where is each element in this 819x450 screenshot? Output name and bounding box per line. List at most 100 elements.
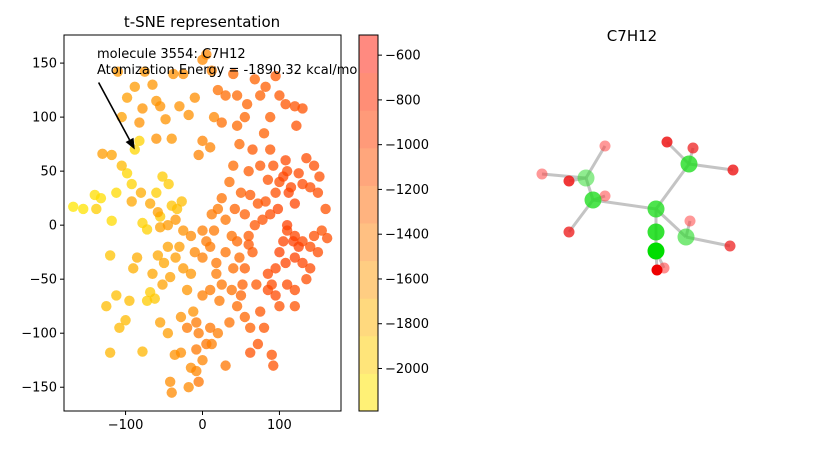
tsne-point (152, 206, 164, 218)
tsne-point (166, 133, 177, 144)
tsne-point (220, 90, 231, 101)
colorbar-band (359, 298, 378, 337)
tsne-point (293, 168, 304, 179)
x-tick-label: −100 (108, 418, 144, 433)
tsne-point (289, 252, 301, 263)
tsne-point (305, 263, 316, 274)
x-tick-label: 100 (267, 418, 292, 433)
tsne-point (241, 98, 253, 110)
colorbar-band (359, 35, 378, 74)
tsne-point (97, 148, 108, 160)
tsne-point (129, 81, 140, 93)
tsne-point (116, 160, 127, 171)
tsne-point (163, 178, 174, 190)
tsne-point (216, 192, 227, 204)
tsne-point (147, 268, 158, 279)
tsne-point (268, 160, 279, 171)
tsne-point (131, 252, 143, 263)
tsne-point (243, 165, 254, 177)
tsne-points (68, 49, 333, 398)
tsne-point (239, 263, 251, 274)
tsne-point (193, 149, 204, 161)
tsne-point (265, 209, 276, 220)
y-tick-label: −150 (21, 381, 57, 396)
colorbar-band (359, 373, 378, 412)
tsne-point (237, 279, 248, 290)
tsne-point (321, 232, 333, 244)
tsne-point (152, 250, 164, 261)
tsne-point (249, 219, 261, 231)
tsne-point (178, 68, 189, 80)
tsne-x-ticks: −100 0 100 (108, 411, 292, 433)
tsne-point (164, 271, 176, 283)
annotation-arrow (97, 82, 131, 141)
hydrogen-atom (599, 190, 611, 202)
tsne-point (262, 284, 274, 296)
tsne-point (229, 203, 241, 215)
tsne-point (270, 263, 281, 274)
tsne-point (289, 198, 301, 209)
tsne-point (193, 376, 204, 388)
tsne-point (166, 387, 177, 398)
annotation-line-1: molecule 3554: C7H12 (97, 47, 246, 62)
tsne-point (164, 376, 176, 388)
tsne-point (149, 293, 160, 304)
tsne-point (104, 250, 116, 261)
tsne-point (265, 144, 276, 155)
colorbar-tick-label: −1600 (385, 272, 429, 287)
colorbar-frame (358, 34, 379, 412)
tsne-point (189, 246, 201, 258)
tsne-point (228, 160, 239, 171)
tsne-point (181, 322, 193, 334)
tsne-point (262, 268, 274, 279)
hydrogen-atom (727, 164, 739, 176)
tsne-point (128, 263, 139, 274)
bond (654, 163, 691, 210)
hydrogen-atom (724, 240, 736, 252)
tsne-point (193, 328, 204, 339)
tsne-point (91, 203, 102, 215)
tsne-point (226, 230, 237, 242)
x-tick-label: 0 (198, 418, 206, 433)
tsne-point (255, 160, 266, 171)
tsne-point (151, 133, 162, 144)
colorbar-band (359, 260, 378, 299)
tsne-point (185, 268, 197, 279)
tsne-point (162, 328, 174, 339)
tsne-point (147, 79, 158, 90)
tsne-point (151, 187, 162, 198)
tsne-point (255, 306, 266, 317)
y-tick-label: 50 (40, 165, 57, 180)
tsne-point (191, 344, 202, 355)
tsne-point (178, 263, 189, 274)
tsne-point (197, 290, 208, 301)
tsne-point (270, 290, 281, 301)
y-tick-label: −50 (30, 273, 57, 288)
tsne-point (120, 315, 131, 326)
tsne-point (95, 192, 107, 204)
tsne-point (106, 149, 117, 161)
tsne-point (220, 214, 231, 225)
tsne-point (78, 203, 89, 215)
tsne-point (157, 171, 168, 182)
tsne-point (280, 257, 291, 269)
tsne-point (308, 160, 320, 171)
tsne-point (289, 284, 301, 296)
colorbar-band (359, 147, 378, 186)
tsne-point (175, 347, 187, 358)
tsne-point (314, 171, 325, 182)
tsne-point (245, 322, 256, 334)
tsne-point (231, 300, 243, 312)
colorbar-tick-label: −1200 (385, 183, 429, 198)
tsne-point (262, 174, 274, 185)
tsne-point (214, 295, 225, 306)
hydrogen-atom (651, 264, 663, 276)
tsne-point (204, 284, 216, 296)
tsne-point (158, 257, 170, 269)
tsne-point (191, 365, 202, 377)
y-tick-label: 100 (32, 111, 57, 126)
colorbar-band (359, 223, 378, 262)
tsne-point (270, 70, 281, 82)
tsne-frame (63, 34, 342, 412)
